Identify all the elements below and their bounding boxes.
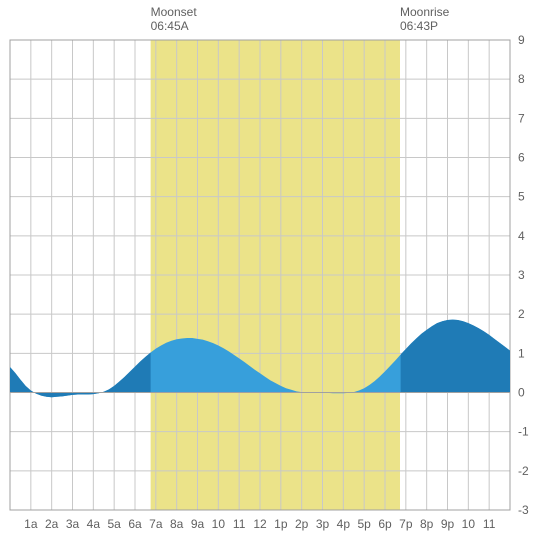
x-tick-label: 1a	[24, 517, 38, 531]
y-tick-label: 0	[518, 386, 525, 400]
x-tick-label: 2p	[295, 517, 309, 531]
y-tick-label: 6	[518, 151, 525, 165]
x-tick-label: 3a	[66, 517, 80, 531]
y-tick-label: -1	[518, 425, 529, 439]
x-tick-label: 2a	[45, 517, 59, 531]
x-tick-label: 9p	[441, 517, 455, 531]
y-tick-label: 3	[518, 268, 525, 282]
x-tick-label: 12	[253, 517, 267, 531]
y-tick-label: 7	[518, 111, 525, 125]
y-tick-label: 4	[518, 229, 525, 243]
y-tick-label: -2	[518, 464, 529, 478]
x-tick-label: 8p	[420, 517, 434, 531]
y-tick-label: -3	[518, 503, 529, 517]
x-tick-label: 5a	[107, 517, 121, 531]
x-tick-label: 6a	[128, 517, 142, 531]
y-tick-label: 9	[518, 33, 525, 47]
annotation-title: Moonrise	[400, 5, 450, 19]
x-tick-label: 4a	[87, 517, 101, 531]
x-tick-label: 9a	[191, 517, 205, 531]
x-tick-label: 11	[233, 517, 246, 531]
tide-chart: -3-2-101234567891a2a3a4a5a6a7a8a9a101112…	[0, 0, 550, 550]
annotation-title: Moonset	[151, 5, 198, 19]
x-tick-label: 8a	[170, 517, 184, 531]
annotation-value: 06:45A	[151, 19, 189, 33]
x-tick-label: 6p	[378, 517, 392, 531]
x-tick-label: 5p	[357, 517, 371, 531]
x-tick-label: 1p	[274, 517, 288, 531]
x-tick-label: 10	[212, 517, 226, 531]
y-tick-label: 2	[518, 307, 525, 321]
x-tick-label: 11	[483, 517, 496, 531]
annotation-value: 06:43P	[400, 19, 438, 33]
x-tick-label: 10	[462, 517, 476, 531]
x-tick-label: 7a	[149, 517, 163, 531]
x-axis-labels: 1a 2a 3a 4a 5a 6a 7a 8a 9a 10 11 12 1p 2p 3p 4p 5p 6p 7p 8p…	[24, 517, 496, 531]
x-tick-label: 4p	[337, 517, 351, 531]
y-tick-label: 5	[518, 190, 525, 204]
y-tick-label: 8	[518, 72, 525, 86]
y-tick-label: 1	[518, 346, 525, 360]
chart-svg: -3-2-101234567891a2a3a4a5a6a7a8a9a101112…	[0, 0, 550, 550]
x-tick-label: 3p	[316, 517, 330, 531]
x-tick-label: 7p	[399, 517, 413, 531]
